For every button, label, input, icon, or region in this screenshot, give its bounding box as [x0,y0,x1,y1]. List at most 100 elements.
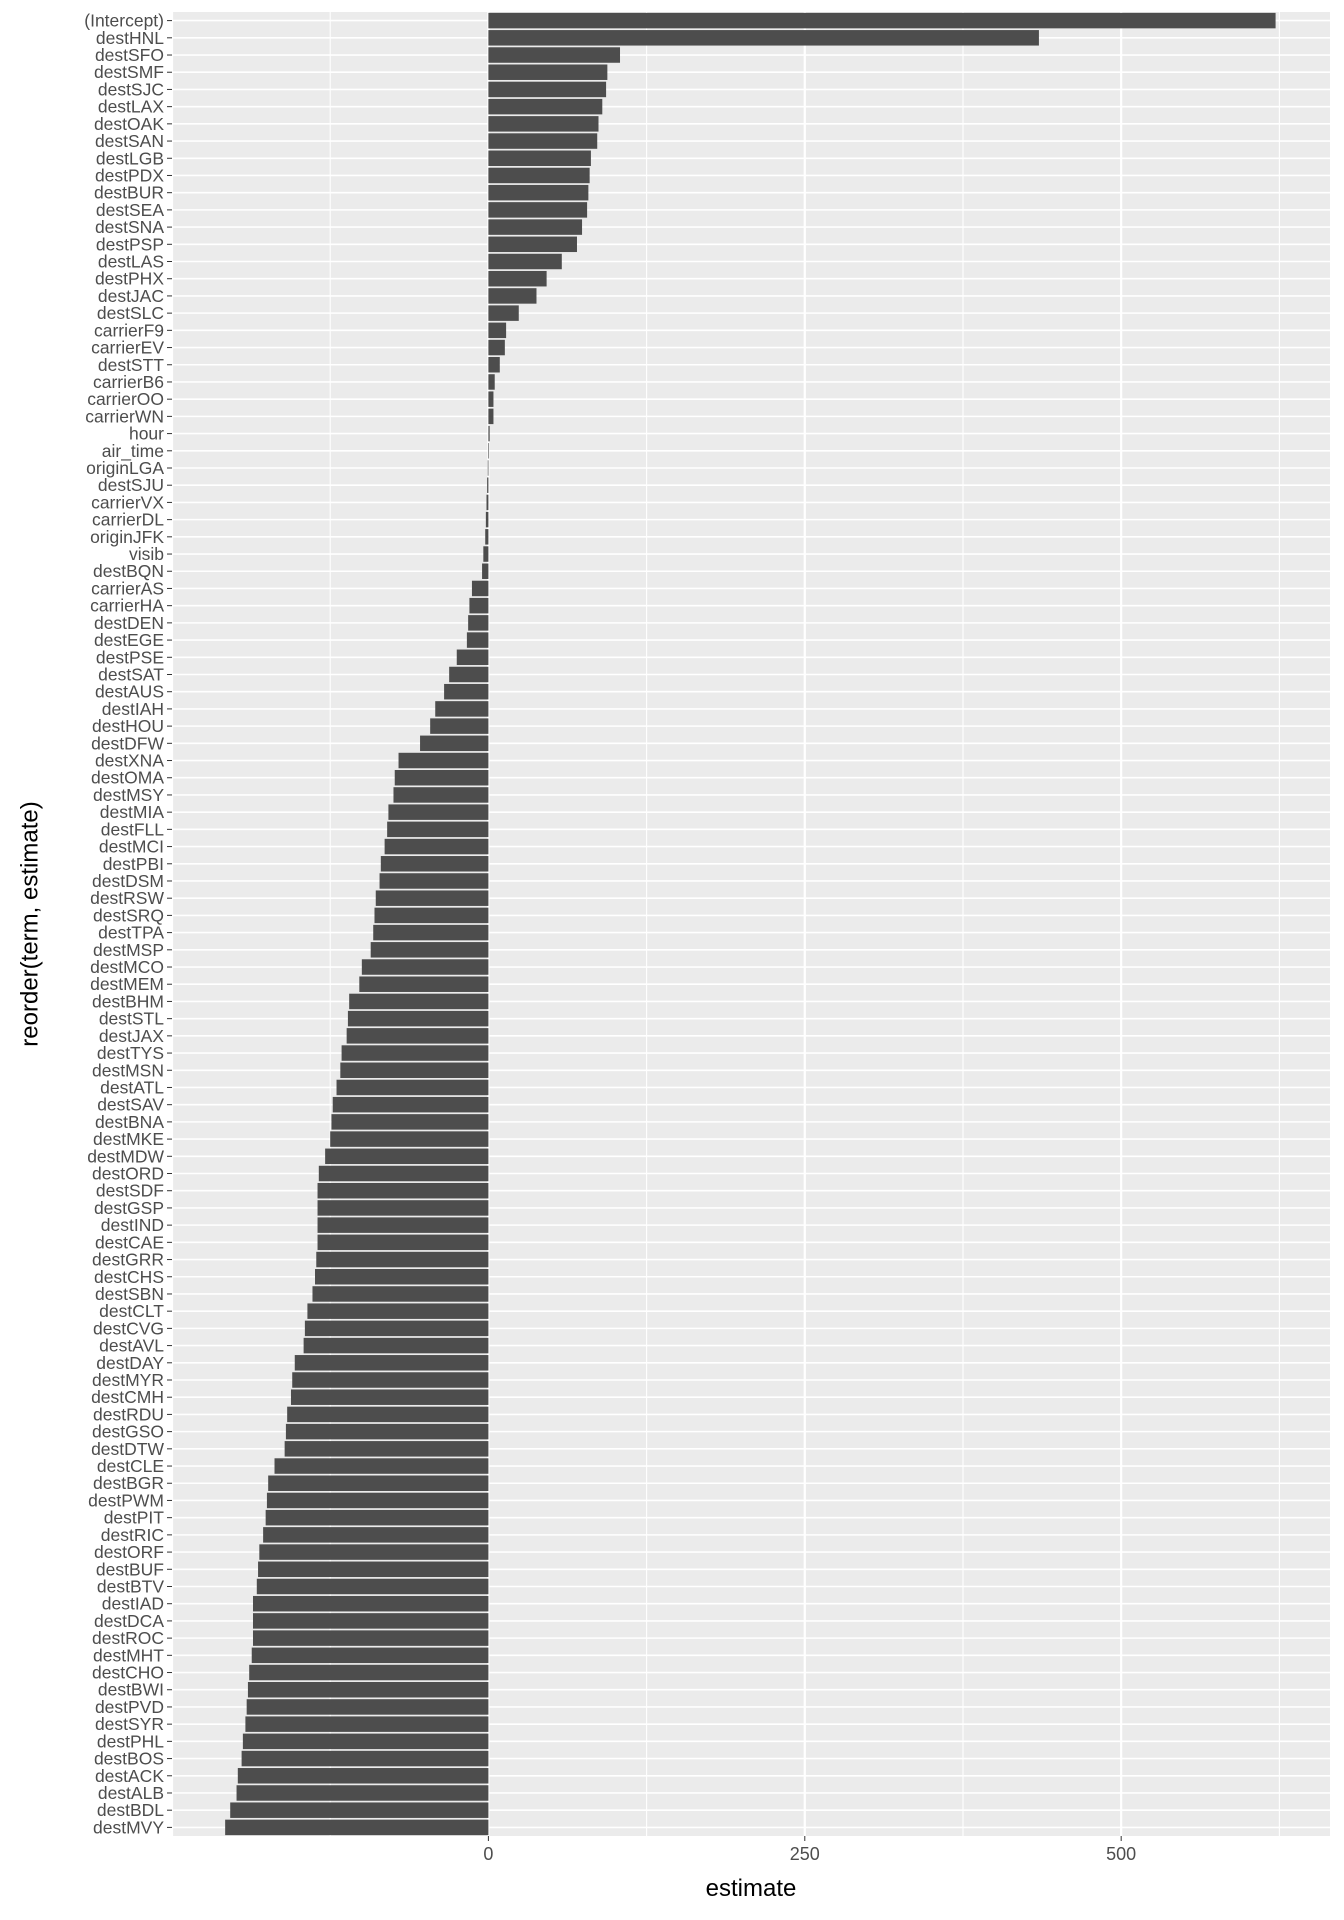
y-tick-label: destLAS [98,252,164,272]
bar-destDCA [252,1613,489,1629]
bar-destBUF [258,1561,489,1578]
y-tick-label: destSAV [97,1095,164,1115]
y-tick-label: destSDF [96,1181,164,1201]
bar-destFLL [387,821,489,838]
y-tick-label: carrierDL [92,510,164,530]
y-tick-label: destSBN [95,1284,164,1304]
y-tick-label: destEGE [94,630,164,650]
bar-destTYS [341,1045,489,1061]
y-tick-label: destFLL [101,819,164,839]
bar-destSAV [332,1096,489,1113]
bar-destTPA [373,924,489,941]
bar-destORD [318,1165,489,1182]
bar-destIAH [435,701,489,717]
bar-carrierDL [485,511,489,528]
y-tick-label: destMCO [90,957,164,977]
y-tick-label: destSLC [97,303,164,323]
bar-(Intercept) [488,12,1276,29]
bar-visib [483,546,489,562]
y-tick-label: destMSP [93,940,164,960]
bar-destMVY [225,1819,489,1836]
y-tick-label: originJFK [90,527,164,547]
y-tick-label: destDFW [91,733,164,753]
y-tick-label: destIND [101,1215,164,1235]
y-tick-label: destSAN [95,131,164,151]
bar-destJAC [488,288,537,304]
y-tick-label: destSYR [95,1714,164,1734]
y-tick-label: destCHS [94,1267,164,1287]
bar-destDAY [294,1355,489,1371]
y-tick-label: destSFO [95,45,164,65]
bar-carrierAS [471,580,489,597]
y-tick-label: destPHL [97,1731,164,1751]
bar-destMIA [388,804,489,820]
y-tick-label: carrierVX [91,492,164,512]
bar-destBWI [247,1681,489,1698]
x-axis-title: estimate [706,1875,797,1902]
bar-carrierF9 [488,322,507,339]
y-tick-label: destMYR [92,1370,164,1390]
y-tick-label: destATL [100,1077,164,1097]
bar-destSMF [488,64,608,80]
y-tick-label: destMKE [93,1129,164,1149]
y-tick-label: carrierWN [85,406,164,426]
y-tick-label: destJAX [99,1026,164,1046]
bar-destLAX [488,98,603,115]
bar-destSYR [245,1716,489,1732]
y-tick-label: destSMF [94,62,164,82]
y-tick-label: destSNA [95,217,164,237]
y-tick-label: destCHO [92,1663,164,1683]
bar-destPSE [456,649,489,666]
y-tick-label: destIAD [102,1594,164,1614]
bar-destSFO [488,47,621,63]
bar-destSJU [487,477,489,493]
bar-destPSP [488,236,577,253]
bar-hour [488,425,490,442]
y-tick-label: destPDX [95,165,164,185]
bar-destJAX [346,1028,489,1044]
y-tick-label: destACK [95,1766,164,1786]
bar-destMDW [325,1148,489,1165]
y-tick-label: destPIT [104,1508,165,1528]
bar-destSTL [347,1010,489,1027]
y-tick-label: destDEN [94,613,164,633]
bar-destBOS [241,1750,489,1767]
bar-destSBN [312,1286,489,1302]
bar-destMEM [359,976,489,992]
y-tick-label: destCAE [95,1232,164,1252]
x-axis: 0 250 500 [483,1836,1136,1864]
y-tick-label: destSTT [98,355,164,375]
bar-destEGE [466,632,489,648]
y-tick-label: destOAK [94,114,164,134]
y-tick-label: hour [129,424,164,444]
bar-destMSY [393,787,489,803]
bar-destSAN [488,133,598,149]
bar-destCLE [274,1458,489,1474]
bar-destMSN [340,1062,489,1079]
bar-destBNA [331,1114,489,1130]
bar-destCLT [307,1303,489,1319]
bar-destCHS [315,1269,489,1285]
y-tick-label: carrierHA [90,596,164,616]
y-tick-label: (Intercept) [84,11,164,31]
bar-destMHT [251,1647,489,1664]
bar-destHOU [430,718,489,734]
bar-destMCO [361,959,489,975]
bar-carrierWN [488,408,494,425]
bar-destBTV [256,1578,489,1595]
bar-destHNL [488,30,1039,46]
bar-carrierHA [469,597,489,614]
bar-destLAS [488,253,562,270]
y-tick-label: destORF [94,1542,164,1562]
y-tick-label: air_time [102,441,164,462]
bar-carrierEV [488,339,505,356]
y-tick-label: destBQN [93,561,164,581]
bar-destBHM [349,993,489,1010]
y-tick-label: destSJC [98,79,164,99]
bar-destRSW [375,890,489,906]
y-tick-label: destALB [98,1783,164,1803]
bar-destBDL [230,1802,489,1818]
y-tick-label: destTPA [98,923,164,943]
y-tick-label: destPHX [95,269,164,289]
y-tick-label: destMDW [87,1146,164,1166]
